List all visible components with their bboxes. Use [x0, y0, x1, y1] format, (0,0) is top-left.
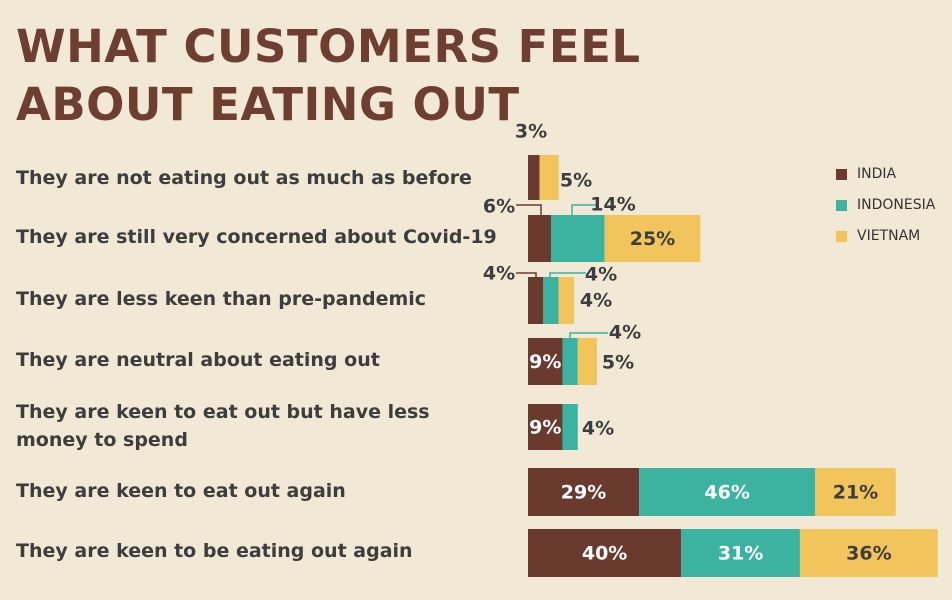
- bar-vietnam-row-2: [558, 277, 574, 324]
- category-label: They are neutral about eating out: [16, 349, 380, 371]
- category-label: They are keen to eat out again: [16, 480, 346, 502]
- leader-line: [516, 272, 537, 277]
- bar-india-row-4: [528, 404, 563, 450]
- data-label: 4%: [580, 290, 612, 312]
- bar-vietnam-row-0: [539, 155, 559, 200]
- category-label: They are not eating out as much as befor…: [16, 167, 472, 189]
- leader-line: [516, 204, 542, 215]
- leader-line: [569, 332, 608, 338]
- legend-swatch-indonesia: [836, 199, 847, 211]
- data-label: 4%: [609, 322, 641, 344]
- bar-vietnam-row-1: [604, 215, 701, 262]
- legend-item-vietnam: VIETNAM: [836, 226, 935, 246]
- legend: INDIA INDONESIA VIETNAM: [836, 164, 935, 257]
- data-label: 5%: [602, 352, 634, 374]
- bar-indonesia-row-4: [562, 404, 578, 450]
- data-label: 4%: [483, 263, 515, 285]
- bar-india-row-3: [528, 338, 563, 385]
- category-label: They are still very concerned about Covi…: [16, 226, 497, 248]
- data-label: 6%: [483, 196, 515, 218]
- data-label: 31%: [718, 543, 763, 565]
- bar-indonesia-row-1: [550, 215, 605, 262]
- bar-indonesia-row-3: [562, 338, 578, 385]
- legend-label: INDONESIA: [857, 197, 936, 213]
- chart-title: WHAT CUSTOMERS FEEL ABOUT EATING OUT: [16, 20, 641, 131]
- leader-line: [549, 272, 586, 277]
- legend-item-indonesia: INDONESIA: [836, 195, 935, 215]
- category-label: They are keen to be eating out again: [16, 540, 413, 562]
- bar-india-row-6: [528, 529, 682, 577]
- bar-india-row-1: [528, 215, 551, 262]
- legend-item-india: INDIA: [836, 164, 935, 184]
- bar-india-row-0: [528, 155, 540, 200]
- data-label: 40%: [582, 543, 627, 565]
- data-label: 46%: [704, 482, 749, 504]
- data-label: 4%: [585, 264, 617, 286]
- legend-swatch-vietnam: [836, 230, 847, 242]
- bar-indonesia-row-5: [639, 468, 816, 516]
- category-label: They are less keen than pre-pandemic: [16, 288, 427, 310]
- bar-india-row-5: [528, 468, 640, 516]
- category-label: They are keen to eat out but have less m…: [16, 401, 430, 451]
- legend-label: INDIA: [857, 166, 897, 182]
- bar-india-row-2: [528, 277, 544, 324]
- data-label: 21%: [833, 482, 878, 504]
- bar-vietnam-row-5: [815, 468, 896, 516]
- data-label: 3%: [515, 121, 547, 143]
- legend-label: VIETNAM: [857, 228, 921, 244]
- bar-vietnam-row-3: [577, 338, 597, 385]
- data-label: 14%: [590, 194, 635, 216]
- leader-line: [571, 204, 596, 215]
- bar-vietnam-row-6: [799, 529, 938, 577]
- data-label: 25%: [630, 228, 675, 250]
- data-label: 9%: [529, 417, 561, 439]
- legend-swatch-india: [836, 168, 847, 180]
- bar-indonesia-row-2: [543, 277, 559, 324]
- data-label: 29%: [561, 482, 606, 504]
- data-label: 9%: [529, 351, 561, 373]
- data-label: 4%: [582, 418, 614, 440]
- bar-indonesia-row-6: [681, 529, 800, 577]
- data-label: 36%: [846, 543, 891, 565]
- data-label: 5%: [560, 170, 592, 192]
